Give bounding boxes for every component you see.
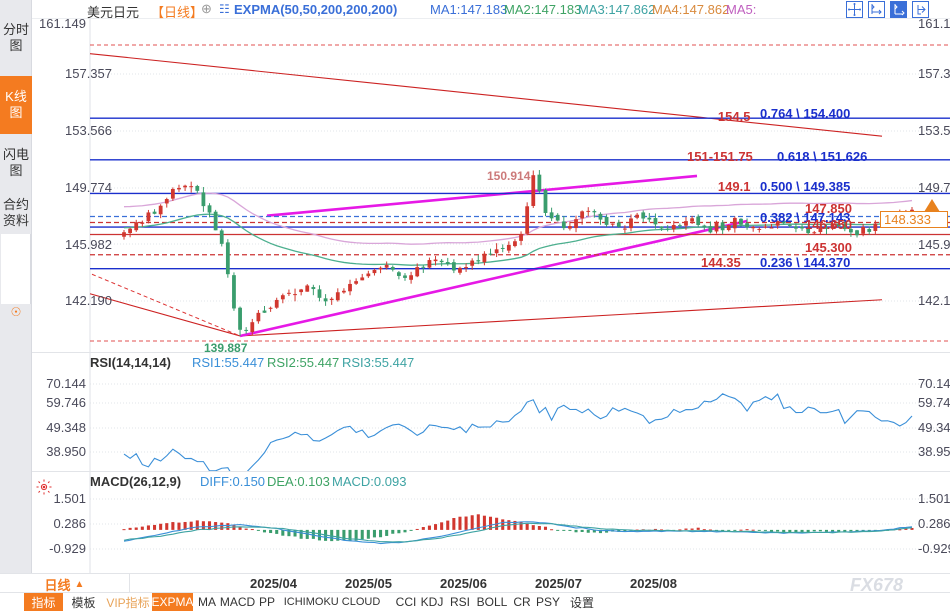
svg-text:139.887: 139.887 (204, 341, 248, 352)
svg-text:150.914: 150.914 (487, 169, 531, 183)
